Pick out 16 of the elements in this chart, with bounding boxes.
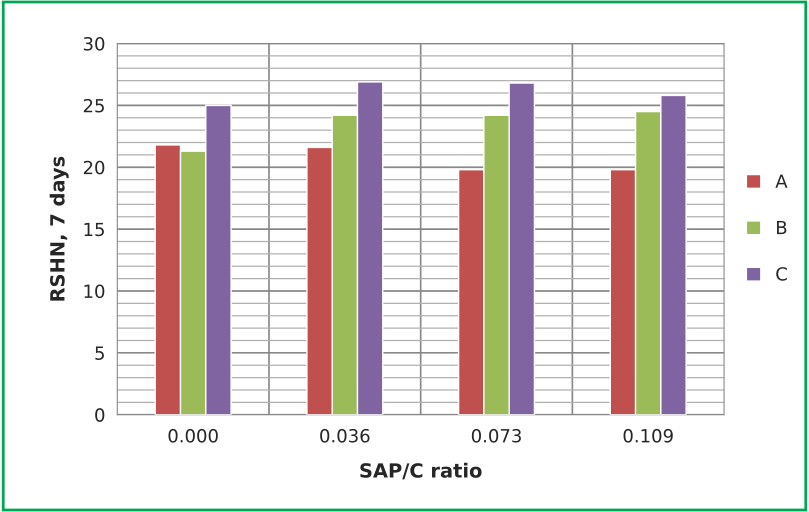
y-tick-label: 15 — [84, 222, 104, 236]
x-tick-label: 0.073 — [472, 428, 521, 443]
legend-label: A — [775, 174, 788, 188]
y-tick-label: 5 — [95, 346, 104, 360]
y-tick-label: 25 — [84, 98, 104, 113]
legend-label: C — [776, 267, 787, 281]
x-axis-title: SAP/C ratio — [360, 462, 482, 480]
x-tick-label: 0.000 — [168, 428, 218, 443]
y-tick-label: 0 — [95, 408, 104, 422]
x-tick-label: 0.109 — [624, 428, 673, 443]
y-axis-title: RSHN, 7 days — [50, 156, 69, 301]
y-tick-label: 20 — [84, 160, 104, 174]
y-tick-label: 30 — [84, 36, 104, 51]
y-tick-label: 10 — [84, 284, 104, 298]
legend-label: B — [777, 220, 786, 234]
x-tick-label: 0.036 — [320, 428, 370, 443]
